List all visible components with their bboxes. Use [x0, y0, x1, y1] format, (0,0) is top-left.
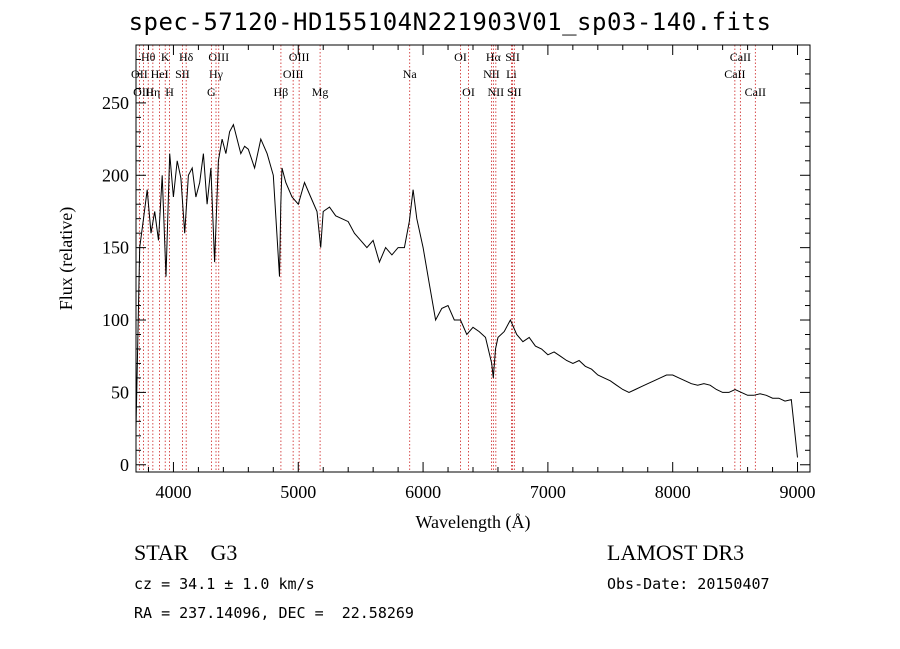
spectral-line-label: SII: [505, 50, 520, 64]
redshift-velocity: cz = 34.1 ± 1.0 km/s: [134, 575, 315, 593]
spectral-line-label: Li: [506, 67, 517, 81]
spectral-line-label: OIII: [283, 67, 304, 81]
y-axis-label: Flux (relative): [56, 207, 77, 310]
spectral-line-label: SII: [175, 67, 190, 81]
x-tick-label: 5000: [280, 482, 316, 502]
spectral-line-label: CaII: [730, 50, 751, 64]
y-tick-label: 0: [120, 455, 129, 475]
spectral-line-label: Hθ: [141, 50, 156, 64]
spectral-line-label: OI: [462, 85, 475, 99]
x-tick-label: 8000: [655, 482, 691, 502]
spectral-line-label: SII: [507, 85, 522, 99]
survey-name: LAMOST DR3: [607, 540, 745, 565]
spectral-line-label: OI: [454, 50, 467, 64]
spectral-line-label: Na: [403, 67, 418, 81]
spectral-line-label: K: [161, 50, 170, 64]
x-tick-label: 9000: [780, 482, 816, 502]
y-tick-label: 100: [102, 310, 129, 330]
spectrum-line: [135, 123, 798, 458]
spectral-line-label: CaII: [745, 85, 766, 99]
x-axis-label: Wavelength (Å): [415, 512, 530, 533]
y-tick-label: 150: [102, 238, 129, 258]
spectral-line-label: Mg: [312, 85, 329, 99]
spectral-line-label: H: [165, 85, 174, 99]
spectral-line-label: G: [207, 85, 216, 99]
spectral-line-label: HeI: [151, 67, 169, 81]
spectral-line-label: NII: [483, 67, 500, 81]
observation-date: Obs-Date: 20150407: [607, 575, 770, 593]
object-class: STAR G3: [134, 540, 238, 565]
spectral-line-label: Hβ: [274, 85, 289, 99]
y-tick-label: 200: [102, 165, 129, 185]
spectral-line-label: Hδ: [179, 50, 194, 64]
spectral-line-label: OIII: [289, 50, 310, 64]
spectral-line-label: Hα: [486, 50, 502, 64]
spectral-line-label: CaII: [724, 67, 745, 81]
sky-coordinates: RA = 237.14096, DEC = 22.58269: [134, 604, 414, 622]
chart-title: spec-57120-HD155104N221903V01_sp03-140.f…: [128, 8, 772, 36]
spectral-line-label: Hη: [145, 85, 160, 99]
plot-frame: [135, 44, 811, 473]
spectral-line-label: Hγ: [209, 67, 224, 81]
spectral-line-label: OIII: [208, 50, 229, 64]
y-tick-label: 50: [111, 382, 129, 402]
x-tick-label: 7000: [530, 482, 566, 502]
spectral-line-label: NII: [488, 85, 505, 99]
x-tick-label: 4000: [155, 482, 191, 502]
y-tick-label: 250: [102, 93, 129, 113]
x-tick-label: 6000: [405, 482, 441, 502]
